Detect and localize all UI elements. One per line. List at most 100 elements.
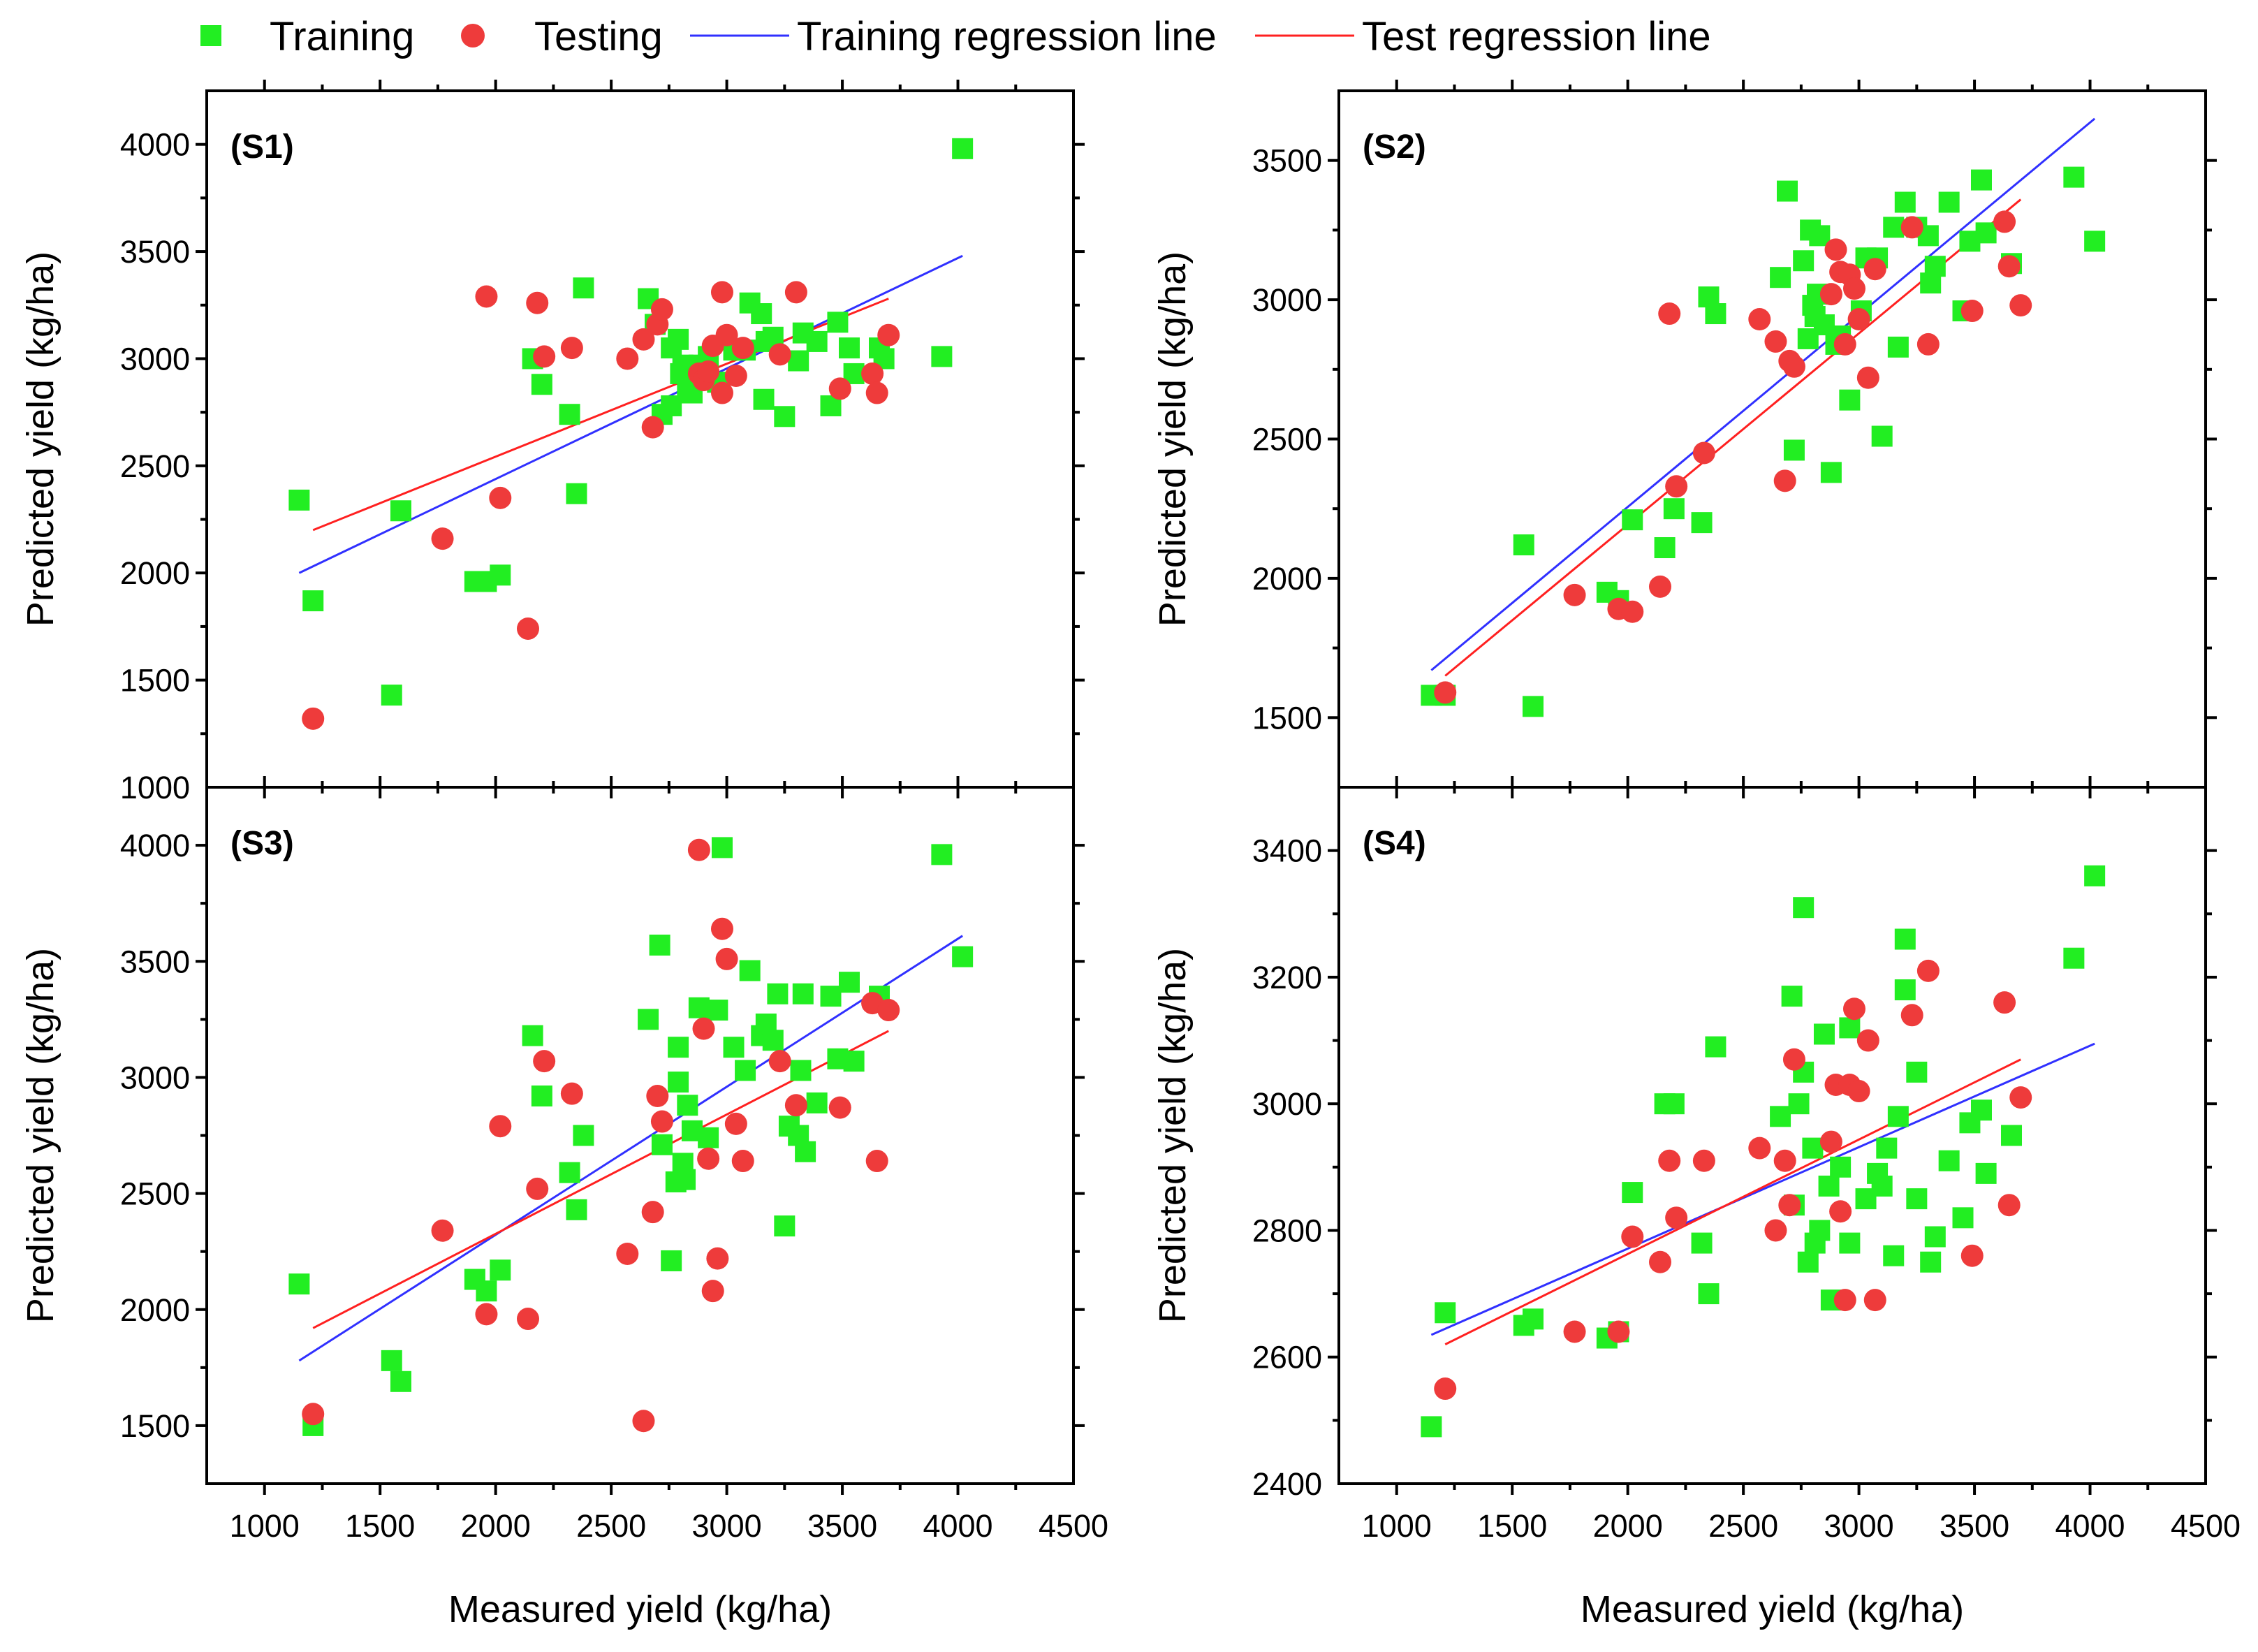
training-point [1777, 180, 1798, 202]
testing-point [1692, 1149, 1715, 1172]
x-axis-title: Measured yield (kg/ha) [1581, 1588, 1964, 1630]
testing-point [560, 337, 583, 360]
training-point [1839, 1017, 1861, 1039]
y-tick-label: 3500 [120, 944, 190, 979]
training-point [675, 1169, 696, 1190]
training-point [668, 328, 689, 350]
testing-point [1748, 308, 1771, 331]
training-point [778, 1116, 800, 1137]
legend-training-line-label: Training regression line [797, 14, 1217, 59]
training-point [1522, 1308, 1544, 1330]
y-tick-label: 2600 [1252, 1340, 1322, 1375]
training-point [1894, 979, 1916, 1001]
training-point [1435, 1302, 1456, 1324]
testing-point [1916, 959, 1940, 982]
y-tick-label: 2500 [1252, 422, 1322, 458]
training-point [838, 337, 860, 359]
testing-point [1819, 1130, 1842, 1153]
training-point [1883, 1245, 1905, 1266]
testing-point [489, 1115, 512, 1138]
training-point [381, 1350, 402, 1371]
testing-point [1819, 283, 1842, 306]
training-point [795, 1141, 816, 1162]
legend-testing-marker [461, 24, 485, 47]
training-point [1924, 1226, 1946, 1248]
testing-point [692, 1017, 715, 1040]
testing-point [1563, 583, 1586, 606]
testing-point [1960, 1244, 1984, 1267]
x-tick-label: 3500 [807, 1508, 877, 1544]
y-tick-label: 4000 [120, 828, 190, 863]
testing-point [731, 337, 754, 360]
training-point [735, 1060, 756, 1081]
training-point [288, 1273, 310, 1295]
training-point [490, 1259, 511, 1281]
training-point [1883, 217, 1905, 238]
training-point [651, 1134, 673, 1155]
testing-point [1621, 600, 1644, 623]
y-tick-label: 2400 [1252, 1466, 1322, 1502]
testing-point [706, 1247, 729, 1270]
x-tick-label: 3000 [692, 1508, 762, 1544]
x-axis-title: Measured yield (kg/ha) [448, 1588, 832, 1630]
plot-frame [205, 89, 1075, 789]
training-point [1654, 537, 1676, 559]
training-point [1887, 336, 1909, 358]
testing-point [516, 1308, 539, 1331]
testing-point [865, 1150, 888, 1173]
training-point [668, 1037, 689, 1058]
training-point [790, 1060, 812, 1081]
testing-point [526, 291, 549, 314]
panel-4: 1000 1500 2000 2500 3000 3500 4000 4500 2400 2600… [1152, 776, 2241, 1630]
testing-point [2009, 1086, 2032, 1109]
testing-point [710, 381, 733, 404]
training-point [1809, 1220, 1831, 1241]
training-point [288, 489, 310, 511]
y-axis-title: Predicted yield (kg/ha) [20, 251, 61, 627]
training-point [2001, 1125, 2023, 1146]
training-point [843, 1051, 865, 1072]
testing-point [302, 707, 325, 730]
training-point [2063, 166, 2085, 188]
training-point [792, 983, 814, 1004]
training-point [573, 1125, 594, 1146]
training-point [381, 685, 402, 706]
testing-point [431, 527, 454, 550]
testing-point [1847, 1080, 1870, 1103]
training-point [390, 1370, 411, 1392]
training-point [1663, 1093, 1685, 1115]
testing-point [710, 281, 733, 304]
testing-point [1856, 366, 1879, 389]
training-point [707, 1000, 728, 1021]
training-point [1513, 534, 1534, 556]
training-point [688, 997, 710, 1018]
testing-point [475, 285, 498, 308]
x-tick-label: 1000 [230, 1508, 300, 1544]
testing-point [1833, 1289, 1856, 1312]
legend-test-line-label: Test regression line [1362, 14, 1711, 59]
testing-point [877, 999, 900, 1022]
x-tick-label: 4000 [2055, 1508, 2125, 1544]
training-point [1691, 1232, 1713, 1254]
testing-point [877, 323, 900, 346]
testing-point [641, 416, 664, 439]
testing-point [650, 1110, 673, 1133]
training-point [1924, 256, 1946, 277]
y-tick-label: 1000 [120, 770, 190, 805]
testing-point [516, 617, 539, 640]
training-point [531, 1086, 552, 1107]
training-point [1975, 222, 1997, 244]
training-point [649, 934, 670, 956]
y-axis-title: Predicted yield (kg/ha) [1152, 251, 1194, 627]
y-tick-label: 2500 [120, 1176, 190, 1212]
panel-label: (S4) [1363, 825, 1426, 862]
testing-point [1993, 210, 2016, 233]
testing-point [731, 1150, 754, 1173]
testing-point [1748, 1136, 1771, 1160]
y-axis-title: Predicted yield (kg/ha) [1152, 948, 1194, 1323]
testing-point [861, 362, 884, 385]
panels: 1000 1500 2000 2500 3000 3500 4000 Predicted yi… [20, 80, 2241, 1630]
testing-point [1563, 1320, 1586, 1343]
testing-point [1665, 475, 1688, 498]
